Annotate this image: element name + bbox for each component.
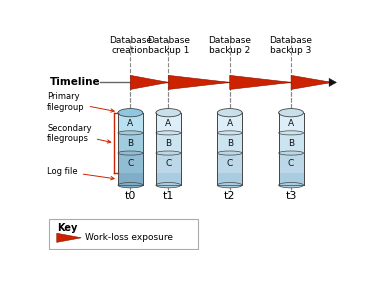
Ellipse shape: [217, 151, 242, 155]
Text: B: B: [288, 139, 294, 148]
Text: C: C: [165, 159, 172, 168]
Polygon shape: [57, 233, 81, 242]
Polygon shape: [217, 113, 242, 133]
Polygon shape: [156, 113, 181, 185]
Polygon shape: [217, 113, 242, 185]
Ellipse shape: [156, 111, 181, 115]
Ellipse shape: [156, 108, 181, 117]
Polygon shape: [118, 113, 143, 185]
Text: C: C: [227, 159, 233, 168]
Ellipse shape: [118, 111, 143, 115]
Text: Database
creation: Database creation: [109, 36, 152, 55]
Polygon shape: [279, 113, 303, 133]
FancyBboxPatch shape: [49, 219, 198, 249]
Ellipse shape: [217, 111, 242, 115]
Ellipse shape: [156, 182, 181, 188]
Ellipse shape: [118, 108, 143, 117]
Polygon shape: [118, 113, 143, 133]
Text: t0: t0: [125, 191, 136, 201]
Polygon shape: [156, 153, 181, 173]
Polygon shape: [156, 133, 181, 153]
Ellipse shape: [279, 182, 303, 188]
Text: Timeline: Timeline: [50, 77, 101, 87]
Text: B: B: [227, 139, 233, 148]
Text: B: B: [166, 139, 172, 148]
Ellipse shape: [217, 108, 242, 117]
Polygon shape: [217, 173, 242, 185]
Text: C: C: [288, 159, 294, 168]
Text: B: B: [127, 139, 133, 148]
Text: A: A: [127, 119, 133, 128]
Polygon shape: [291, 75, 332, 89]
Text: Key: Key: [57, 223, 78, 233]
Text: Database
backup 1: Database backup 1: [147, 36, 190, 55]
Text: A: A: [227, 119, 233, 128]
Polygon shape: [279, 113, 303, 185]
Text: C: C: [127, 159, 133, 168]
Polygon shape: [118, 133, 143, 153]
Ellipse shape: [118, 151, 143, 155]
Polygon shape: [169, 75, 230, 89]
Text: Primary
filegroup: Primary filegroup: [47, 92, 114, 112]
Polygon shape: [118, 153, 143, 173]
Text: Secondary
filegroups: Secondary filegroups: [47, 124, 111, 143]
Polygon shape: [329, 78, 336, 87]
Text: Database
backup 2: Database backup 2: [208, 36, 251, 55]
Polygon shape: [279, 153, 303, 173]
Polygon shape: [217, 133, 242, 153]
Ellipse shape: [156, 131, 181, 135]
Ellipse shape: [156, 151, 181, 155]
Polygon shape: [156, 113, 181, 133]
Ellipse shape: [217, 182, 242, 188]
Polygon shape: [130, 75, 169, 89]
Text: t3: t3: [285, 191, 297, 201]
Text: Work-loss exposure: Work-loss exposure: [85, 233, 173, 242]
Ellipse shape: [279, 111, 303, 115]
Polygon shape: [279, 173, 303, 185]
Ellipse shape: [279, 151, 303, 155]
Polygon shape: [156, 173, 181, 185]
Ellipse shape: [279, 131, 303, 135]
Ellipse shape: [217, 131, 242, 135]
Ellipse shape: [118, 182, 143, 188]
Text: A: A: [166, 119, 172, 128]
Polygon shape: [118, 173, 143, 185]
Text: A: A: [288, 119, 294, 128]
Text: Database
backup 3: Database backup 3: [270, 36, 313, 55]
Text: t2: t2: [224, 191, 236, 201]
Ellipse shape: [118, 131, 143, 135]
Polygon shape: [279, 133, 303, 153]
Polygon shape: [230, 75, 291, 89]
Text: Log file: Log file: [47, 167, 114, 180]
Polygon shape: [217, 153, 242, 173]
Ellipse shape: [279, 108, 303, 117]
Text: t1: t1: [163, 191, 174, 201]
